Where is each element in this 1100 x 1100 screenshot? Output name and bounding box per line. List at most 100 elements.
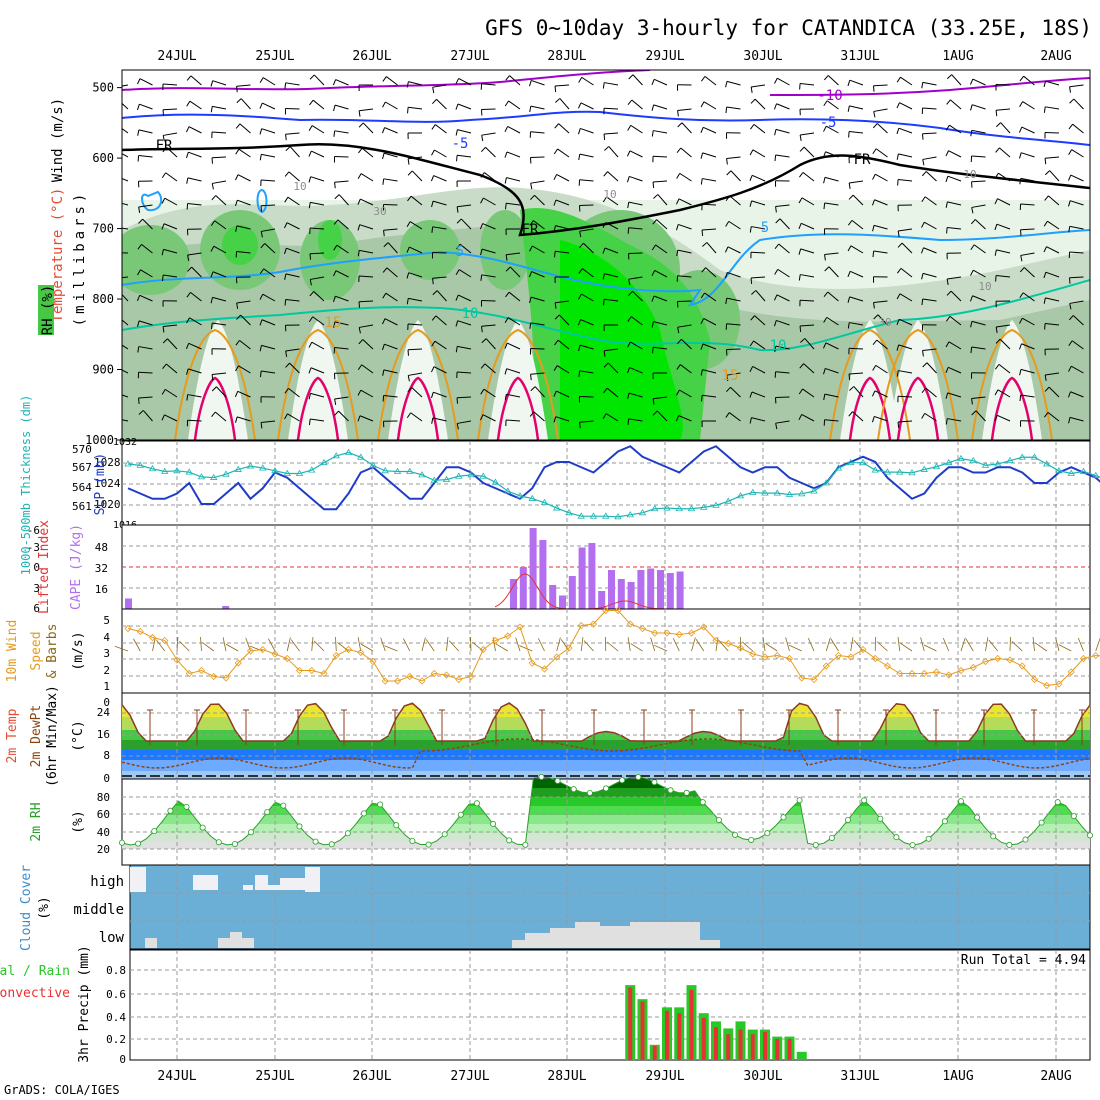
contour-label: 10 bbox=[770, 338, 787, 354]
thickness-marker bbox=[822, 479, 830, 486]
rh2m-marker bbox=[764, 830, 771, 837]
thickness-marker bbox=[663, 504, 671, 511]
contour-label: 5 bbox=[456, 244, 464, 260]
wind10m-marker bbox=[528, 659, 536, 667]
rh-contour-label: 10 bbox=[603, 188, 616, 201]
rh2m-marker bbox=[1022, 836, 1029, 843]
wind10m-marker bbox=[271, 650, 279, 658]
wind10m-marker bbox=[540, 665, 549, 673]
wind10m-barb bbox=[225, 643, 239, 652]
precip-total-bar bbox=[796, 1051, 807, 1060]
thickness-marker bbox=[724, 497, 732, 504]
rh2m-marker bbox=[215, 839, 222, 846]
rh2m-tick: 20 bbox=[97, 843, 110, 856]
wind10m-barb bbox=[200, 637, 202, 652]
thickness-marker bbox=[626, 511, 634, 518]
min-max-markers bbox=[147, 709, 1085, 745]
wind10m-marker bbox=[847, 653, 855, 661]
rh2m-marker bbox=[506, 837, 513, 844]
high-cloud-block bbox=[268, 885, 280, 890]
wind10m-barb bbox=[765, 643, 778, 652]
wind10m-marker bbox=[491, 636, 500, 645]
wind10m-barb bbox=[825, 637, 831, 652]
low-cloud-block bbox=[512, 922, 720, 948]
cape-bar bbox=[222, 606, 230, 609]
rh2m-marker bbox=[360, 810, 367, 817]
temp-tick: 8 bbox=[103, 749, 110, 762]
cape-bars bbox=[125, 528, 684, 609]
wind10m-marker bbox=[736, 644, 745, 652]
wind10m-barb bbox=[421, 637, 426, 652]
top-date-label: 2AUG bbox=[1040, 49, 1071, 64]
rh-contour-label: 10 bbox=[978, 280, 991, 293]
wind10m-marker bbox=[565, 644, 573, 652]
bottom-date-label: 26JUL bbox=[352, 1069, 391, 1084]
wind10m-marker bbox=[957, 666, 965, 675]
precip-tick: 0 bbox=[119, 1053, 126, 1066]
precip-convective-bar bbox=[701, 1017, 706, 1060]
cape-bar bbox=[510, 579, 517, 609]
wind10m-barb bbox=[654, 644, 668, 652]
thickness-marker bbox=[259, 464, 267, 471]
wind10m-tick: 1 bbox=[103, 680, 110, 693]
top-date-label: 27JUL bbox=[450, 49, 489, 64]
precip-tick: 0.6 bbox=[106, 988, 126, 1001]
wind10m-marker bbox=[173, 656, 181, 664]
temp-label-b: 2m DewPt bbox=[29, 705, 44, 768]
contour-label: FR bbox=[854, 152, 871, 168]
cape-bar bbox=[627, 582, 635, 609]
wind10m-marker bbox=[724, 639, 732, 648]
wind10m-markers bbox=[124, 606, 1100, 690]
wind10m-marker bbox=[626, 620, 634, 628]
pressure-tick-label: 900 bbox=[92, 363, 114, 377]
wind10m-barb bbox=[286, 637, 291, 652]
wind10m-barb bbox=[290, 639, 300, 652]
wind10m-barb bbox=[335, 636, 337, 652]
rh2m-marker bbox=[473, 800, 480, 807]
thickness-marker bbox=[504, 487, 512, 494]
wind10m-barb bbox=[627, 637, 631, 652]
wind10m-marker bbox=[761, 653, 769, 661]
wind10m-marker bbox=[908, 669, 916, 678]
pressure-ticks: 500 600 700 800 900 1000 bbox=[85, 81, 122, 447]
thickness-marker bbox=[785, 490, 794, 497]
wind10m-barb bbox=[133, 638, 141, 652]
wind10m-tick: 4 bbox=[103, 631, 110, 644]
thickness-marker bbox=[516, 492, 524, 499]
rh2m-marker bbox=[538, 774, 545, 781]
thickness-marker bbox=[932, 462, 941, 470]
rh-axis-label: RH (%) bbox=[40, 285, 56, 336]
rh2m-marker bbox=[183, 803, 190, 810]
temp-tick: 16 bbox=[97, 728, 110, 741]
precip-convective-bar bbox=[763, 1031, 767, 1060]
rh-shading bbox=[122, 187, 1090, 440]
cape-bar bbox=[568, 576, 576, 609]
rh-axis-swatch bbox=[38, 285, 54, 335]
thickness-marker bbox=[271, 467, 279, 474]
thickness-marker bbox=[614, 513, 622, 520]
wind10m-barb bbox=[850, 637, 854, 652]
wind10m-marker bbox=[871, 654, 879, 663]
thickness-marker bbox=[687, 504, 696, 512]
wind10m-marker bbox=[161, 636, 169, 645]
wind10m-barb bbox=[830, 638, 839, 652]
high-cloud-block bbox=[243, 885, 253, 890]
chart-title: GFS 0~10day 3-hourly for CATANDICA (33.2… bbox=[485, 16, 1092, 40]
thickness-marker bbox=[161, 467, 169, 474]
rh2m-marker bbox=[925, 835, 932, 842]
rh2m-marker bbox=[603, 785, 610, 792]
wind10m-barb bbox=[268, 638, 276, 652]
rh2m-marker bbox=[909, 841, 916, 848]
wind10m-barb bbox=[1055, 637, 1060, 652]
rh2m-marker bbox=[845, 816, 852, 823]
slp-corner-top: 1032 bbox=[113, 437, 137, 448]
wind10m-marker bbox=[675, 630, 683, 639]
slp-tick: 1024 bbox=[94, 477, 121, 490]
top-date-label: 31JUL bbox=[840, 49, 879, 64]
wind10m-barb bbox=[788, 644, 802, 652]
thickness-marker bbox=[246, 462, 255, 469]
precip-convective-bar bbox=[787, 1038, 792, 1060]
wind10m-marker bbox=[859, 645, 867, 654]
thickness-marker bbox=[124, 460, 132, 467]
rh2m-marker bbox=[296, 823, 303, 830]
